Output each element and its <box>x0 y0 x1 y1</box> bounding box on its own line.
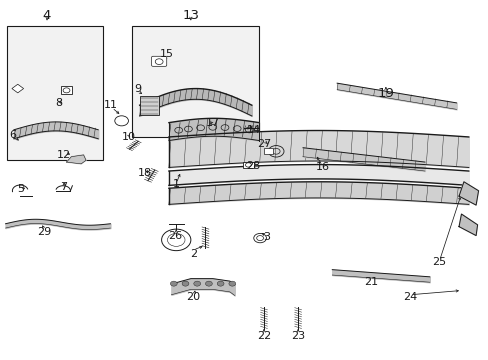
Text: 1: 1 <box>172 179 180 189</box>
FancyBboxPatch shape <box>151 56 166 66</box>
Text: 23: 23 <box>290 331 305 341</box>
Text: 19: 19 <box>377 87 393 100</box>
Text: 20: 20 <box>186 292 200 302</box>
Text: 26: 26 <box>168 231 182 240</box>
Circle shape <box>182 281 188 286</box>
Text: 11: 11 <box>103 100 117 110</box>
Text: 5: 5 <box>17 184 23 194</box>
Text: 17: 17 <box>205 118 220 128</box>
Text: 13: 13 <box>182 9 199 22</box>
Bar <box>6 26 103 160</box>
Polygon shape <box>12 84 23 93</box>
Bar <box>61 86 72 94</box>
Text: 2: 2 <box>189 248 197 258</box>
Polygon shape <box>458 182 478 205</box>
Circle shape <box>205 281 212 286</box>
Text: 3: 3 <box>263 232 269 242</box>
Text: 10: 10 <box>121 132 135 142</box>
Text: 4: 4 <box>43 9 51 22</box>
Text: 22: 22 <box>256 331 270 341</box>
Text: 18: 18 <box>137 168 151 178</box>
Text: 15: 15 <box>159 49 173 59</box>
Text: 12: 12 <box>57 150 71 160</box>
Circle shape <box>228 281 235 286</box>
Bar <box>264 148 272 154</box>
Text: 21: 21 <box>364 277 378 287</box>
Text: 14: 14 <box>247 125 261 135</box>
Text: 28: 28 <box>245 161 260 171</box>
Text: 7: 7 <box>61 182 67 192</box>
Text: 16: 16 <box>315 162 329 172</box>
FancyBboxPatch shape <box>140 96 159 116</box>
Text: 9: 9 <box>134 84 142 94</box>
Circle shape <box>170 281 177 286</box>
Text: 25: 25 <box>431 257 446 267</box>
Text: 8: 8 <box>56 98 62 108</box>
Polygon shape <box>458 214 477 235</box>
Circle shape <box>217 281 224 286</box>
Text: 24: 24 <box>402 292 417 302</box>
Text: 6: 6 <box>9 130 17 140</box>
Text: 29: 29 <box>38 227 52 237</box>
Bar <box>132 26 259 137</box>
Text: 27: 27 <box>256 139 270 149</box>
Bar <box>243 162 253 168</box>
Polygon shape <box>66 155 86 164</box>
Circle shape <box>193 281 200 286</box>
